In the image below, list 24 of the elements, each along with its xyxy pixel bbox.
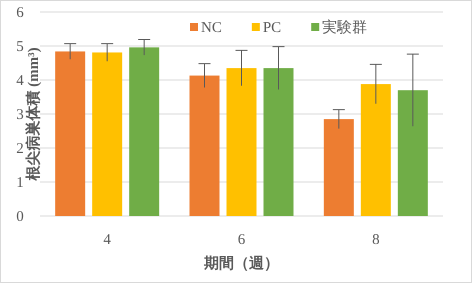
y-tick-label: 6 (16, 5, 24, 21)
bar (398, 90, 428, 216)
legend-label: PC (262, 20, 282, 36)
bar (360, 84, 391, 216)
bar (55, 51, 86, 216)
bar (129, 47, 160, 216)
x-tick-label: 4 (103, 232, 112, 248)
bar (324, 119, 354, 216)
y-tick-label: 2 (16, 141, 24, 157)
bar (92, 52, 122, 216)
y-tick-label: 4 (16, 73, 24, 89)
bar (226, 68, 256, 216)
x-tick-label: 8 (372, 232, 380, 248)
y-axis-title: 根尖病巣体積 (mm³) (24, 47, 42, 182)
legend-label: NC (201, 20, 222, 36)
y-tick-label: 1 (16, 175, 24, 191)
legend-label: 実験群 (322, 19, 368, 36)
y-tick-label: 3 (16, 107, 24, 123)
y-tick-label: 5 (16, 39, 24, 55)
x-tick-label: 6 (238, 232, 246, 248)
bar (190, 76, 220, 216)
y-tick-label: 0 (16, 209, 24, 225)
bar (264, 68, 294, 216)
x-axis-title: 期間（週） (203, 255, 279, 272)
